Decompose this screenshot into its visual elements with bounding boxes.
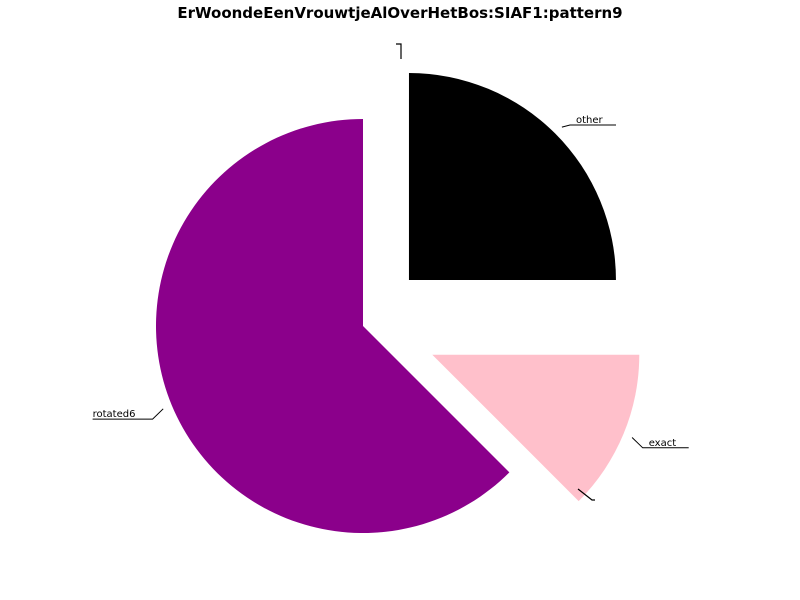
- leader-stub-bottom: [577, 488, 595, 501]
- leader-line-exact: [631, 437, 689, 449]
- pie-slice-exact: [432, 354, 640, 502]
- chart-title: ErWoondeEenVrouwtjeAlOverHetBos:SIAF1:pa…: [177, 4, 622, 22]
- leader-line-other: [561, 124, 616, 128]
- slice-label-rotated6: rotated6: [93, 409, 136, 420]
- pie-slice-other: [408, 73, 616, 281]
- slice-label-exact: exact: [649, 438, 677, 449]
- pie-slice-rotated6: [155, 119, 510, 533]
- leader-line-rotated6: [92, 408, 164, 420]
- slice-label-other: other: [576, 115, 604, 126]
- leader-stub-top: [396, 43, 402, 59]
- labels-layer: other exact rotated6: [92, 115, 689, 449]
- slices-layer: [155, 73, 640, 533]
